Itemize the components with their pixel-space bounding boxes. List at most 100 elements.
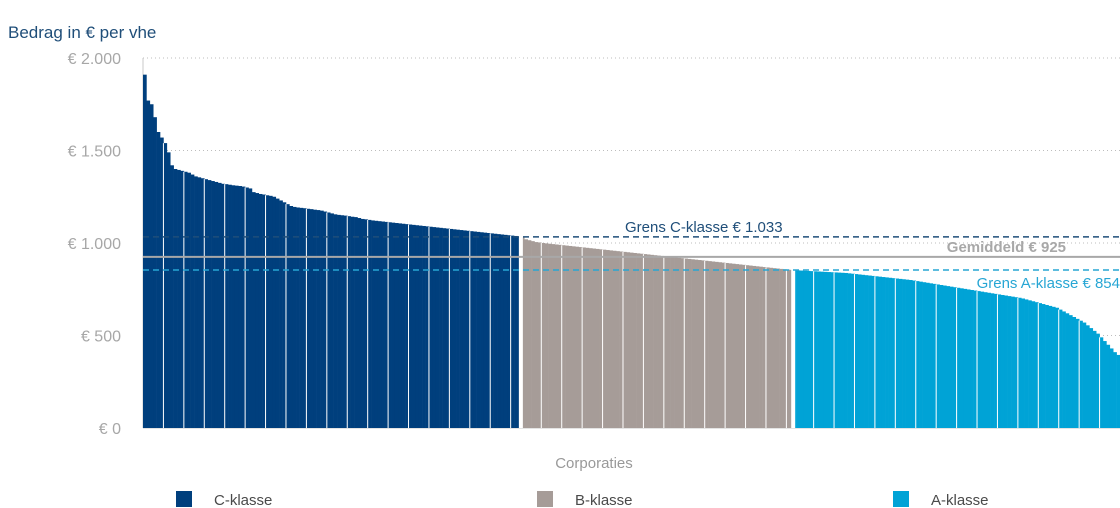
bar-a-klasse — [844, 272, 848, 428]
bar-a-klasse — [1116, 354, 1120, 428]
reference-label-a: Grens A-klasse € 854 — [977, 275, 1120, 292]
bar-c-klasse — [255, 193, 260, 428]
bar-c-klasse — [330, 213, 334, 428]
bar-b-klasse — [582, 247, 586, 428]
bar-a-klasse — [895, 278, 900, 428]
bar-a-klasse — [980, 291, 985, 428]
bar-c-klasse — [415, 225, 420, 428]
y-tick-label: € 0 — [99, 421, 121, 438]
bar-b-klasse — [674, 257, 678, 428]
bar-a-klasse — [939, 285, 944, 428]
bar-c-klasse — [326, 212, 331, 428]
bar-a-klasse — [1055, 307, 1060, 428]
bar-c-klasse — [173, 169, 178, 428]
bar-a-klasse — [820, 271, 825, 428]
bar-c-klasse — [228, 184, 232, 428]
bar-a-klasse — [1096, 333, 1100, 428]
bar-c-klasse — [371, 220, 375, 428]
bar-c-klasse — [214, 181, 219, 428]
bar-c-klasse — [292, 206, 297, 428]
bar-a-klasse — [1109, 348, 1114, 428]
bar-b-klasse — [626, 252, 631, 428]
bar-b-klasse — [599, 249, 603, 428]
bar-a-klasse — [922, 282, 927, 428]
bar-b-klasse — [663, 256, 668, 428]
bar-c-klasse — [285, 204, 290, 428]
bar-b-klasse — [776, 268, 780, 428]
bar-a-klasse — [1048, 305, 1053, 428]
bar-c-klasse — [497, 234, 501, 428]
y-tick-label: € 500 — [81, 329, 121, 346]
bar-c-klasse — [166, 152, 171, 428]
bar-c-klasse — [221, 183, 225, 428]
bar-c-klasse — [388, 222, 392, 428]
bar-b-klasse — [568, 245, 573, 428]
bar-a-klasse — [851, 273, 855, 428]
bar-a-klasse — [803, 270, 808, 428]
bar-b-klasse — [541, 243, 545, 428]
bar-b-klasse — [711, 261, 716, 428]
bar-c-klasse — [367, 219, 372, 429]
bar-a-klasse — [813, 271, 818, 428]
legend-swatch-a-klasse — [893, 491, 909, 507]
bar-b-klasse — [708, 261, 712, 428]
bar-a-klasse — [1082, 322, 1087, 428]
bar-b-klasse — [748, 265, 753, 428]
bar-b-klasse — [653, 255, 658, 428]
bar-c-klasse — [340, 215, 345, 428]
bar-b-klasse — [772, 268, 777, 428]
bar-a-klasse — [902, 279, 906, 428]
bar-c-klasse — [398, 223, 403, 428]
bar-a-klasse — [977, 291, 981, 428]
reference-lines: Grens C-klasse € 1.033 Gemiddeld € 925 Gre… — [143, 219, 1120, 292]
bar-b-klasse — [561, 245, 566, 428]
y-tick-label: € 2.000 — [68, 51, 121, 68]
bar-a-klasse — [1034, 302, 1039, 428]
bar-b-klasse — [684, 258, 688, 428]
bar-c-klasse — [272, 196, 277, 428]
bar-b-klasse — [595, 248, 600, 428]
bar-b-klasse — [765, 267, 770, 428]
bar-a-klasse — [912, 280, 917, 428]
bar-a-klasse — [925, 282, 930, 428]
bar-b-klasse — [701, 260, 705, 428]
bar-c-klasse — [316, 210, 321, 428]
bar-b-klasse — [554, 244, 559, 428]
bar-a-klasse — [891, 278, 896, 428]
bar-c-klasse — [442, 228, 447, 428]
y-tick-label: € 1.500 — [68, 144, 121, 161]
bar-b-klasse — [718, 262, 723, 428]
bar-c-klasse — [391, 222, 396, 428]
bar-b-klasse — [588, 248, 593, 428]
bar-b-klasse — [622, 251, 627, 428]
bar-c-klasse — [493, 233, 498, 428]
bar-c-klasse — [153, 117, 157, 428]
bar-c-klasse — [207, 180, 212, 428]
bar-a-klasse — [1075, 318, 1080, 428]
bar-a-klasse — [847, 273, 852, 428]
bar-b-klasse — [578, 247, 583, 428]
bar-c-klasse — [268, 195, 273, 428]
bar-c-klasse — [245, 187, 249, 428]
bar-a-klasse — [949, 286, 954, 428]
bar-a-klasse — [837, 272, 842, 428]
bar-b-klasse — [558, 244, 563, 428]
bar-c-klasse — [303, 208, 307, 428]
bar-c-klasse — [377, 221, 382, 428]
bar-c-klasse — [238, 186, 243, 428]
bar-c-klasse — [306, 208, 311, 428]
bar-b-klasse — [544, 243, 549, 428]
bar-c-klasse — [357, 218, 362, 428]
bar-b-klasse — [728, 263, 733, 428]
bar-b-klasse — [602, 249, 607, 428]
bar-c-klasse — [234, 185, 239, 428]
bar-c-klasse — [510, 235, 515, 428]
bar-c-klasse — [408, 224, 413, 428]
bar-a-klasse — [1011, 296, 1015, 428]
legend-label-c-klasse: C-klasse — [214, 492, 272, 508]
bar-c-klasse — [374, 220, 379, 428]
bar-c-klasse — [146, 100, 151, 429]
bar-c-klasse — [459, 230, 464, 428]
bar-b-klasse — [667, 256, 671, 428]
y-tick-labels: € 0 € 500 € 1.000 € 1.500 € 2.000 — [68, 51, 121, 438]
